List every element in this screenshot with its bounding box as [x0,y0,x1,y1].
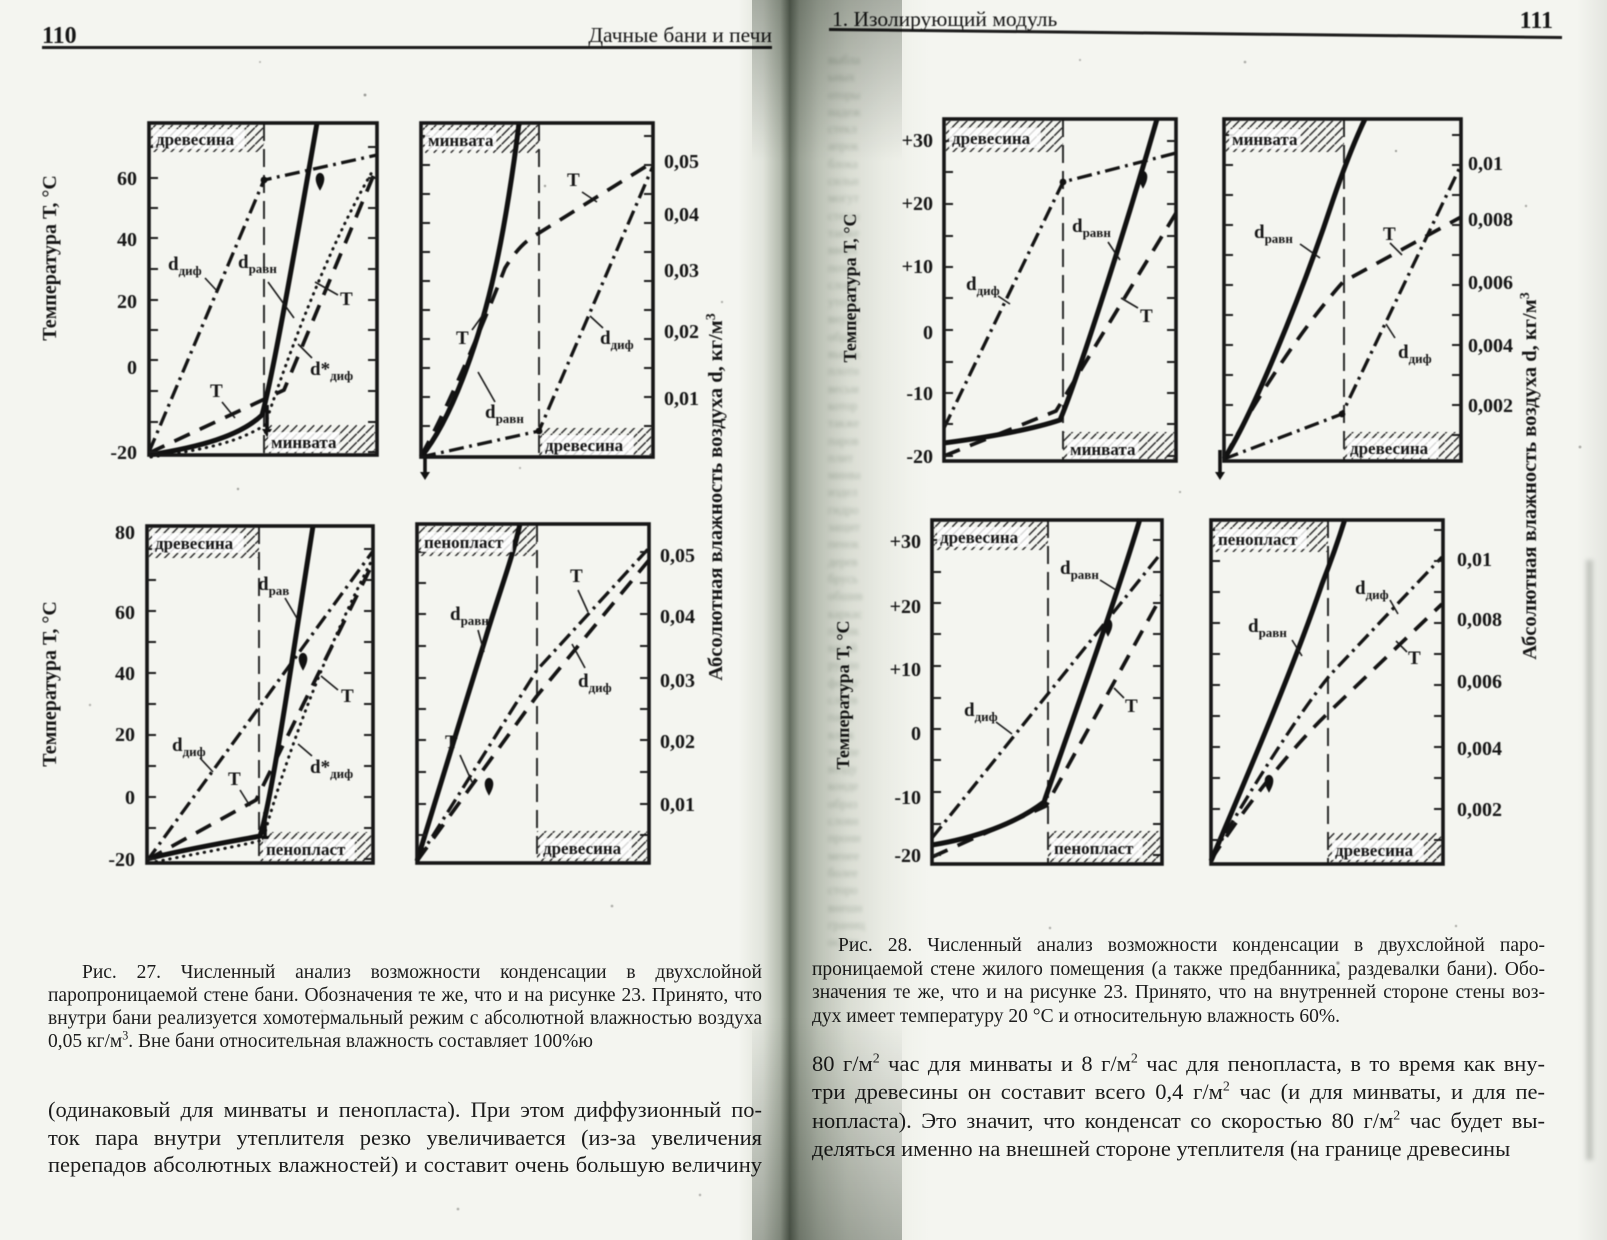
svg-text:древесина: древесина [543,839,622,858]
svg-text:древесина: древесина [1350,439,1429,458]
svg-text:dдиф: dдиф [600,328,634,352]
svg-text:dравн: dравн [450,604,489,628]
svg-text:0,04: 0,04 [664,204,699,226]
svg-text:0,01: 0,01 [660,794,695,816]
svg-text:древесина: древесина [952,129,1031,148]
svg-text:dдиф: dдиф [964,700,998,724]
svg-text:0,02: 0,02 [660,731,695,753]
svg-text:0,004: 0,004 [1457,738,1502,760]
svg-text:пенопласт: пенопласт [1054,839,1134,858]
svg-text:dдиф: dдиф [966,274,1000,298]
svg-text:Т: Т [341,686,354,707]
svg-text:dрав: dрав [258,574,289,598]
svg-text:Абсолютная влажность воздуха d: Абсолютная влажность воздуха d, кг/м3 [1518,292,1541,659]
svg-text:0,01: 0,01 [664,388,699,410]
svg-text:dравн: dравн [1060,558,1099,582]
svg-text:древесина: древесина [1335,841,1414,860]
svg-text:dдиф: dдиф [1355,578,1389,602]
svg-text:80: 80 [115,522,135,544]
svg-text:Т: Т [1408,648,1421,669]
svg-text:-20: -20 [108,849,135,871]
svg-text:60: 60 [115,602,135,624]
svg-text:d*диф: d*диф [310,359,353,383]
svg-text:0,006: 0,006 [1457,671,1502,693]
svg-text:0: 0 [125,787,135,809]
svg-text:пенопласт: пенопласт [266,840,346,859]
svg-text:Температура Т, °С: Температура Т, °С [39,601,61,767]
svg-text:dдиф: dдиф [168,254,202,278]
svg-text:Т: Т [1383,224,1396,245]
svg-text:-20: -20 [110,442,137,464]
svg-text:Абсолютная влажность воздуха d: Абсолютная влажность воздуха d, кг/м3 [704,313,727,680]
svg-text:минвата: минвата [1070,440,1136,459]
svg-text:Т: Т [228,769,241,790]
svg-text:Т: Т [1125,696,1138,717]
svg-text:минвата: минвата [271,433,337,452]
svg-text:Т: Т [570,566,583,587]
svg-text:0,03: 0,03 [660,670,695,692]
svg-text:dравн: dравн [1254,222,1293,246]
svg-text:111: 111 [1520,8,1553,34]
svg-text:110: 110 [42,23,77,49]
svg-text:Температура Т, °С: Температура Т, °С [39,175,61,341]
svg-text:древесина: древесина [155,534,234,553]
svg-text:древесина: древесина [156,130,235,149]
svg-text:dравн: dравн [485,402,524,426]
svg-text:Т: Т [567,170,580,191]
svg-text:древесина: древесина [545,436,624,455]
svg-text:dравн: dравн [238,252,277,276]
svg-text:0,002: 0,002 [1468,395,1513,417]
svg-text:0,006: 0,006 [1468,272,1513,294]
svg-text:60: 60 [117,168,137,190]
svg-text:d*диф: d*диф [310,757,353,781]
svg-text:0,008: 0,008 [1468,209,1513,231]
svg-text:0,04: 0,04 [660,606,695,628]
svg-text:0: 0 [127,357,137,379]
svg-text:0,03: 0,03 [664,260,699,282]
svg-text:Т: Т [210,381,223,402]
svg-text:20: 20 [115,724,135,746]
svg-text:dдиф: dдиф [578,671,612,695]
svg-text:0,008: 0,008 [1457,609,1502,631]
svg-text:Т: Т [340,289,353,310]
svg-text:0,01: 0,01 [1468,153,1503,175]
svg-text:0,004: 0,004 [1468,335,1513,357]
svg-text:0,05: 0,05 [660,545,695,567]
svg-text:Т: Т [456,328,469,349]
svg-text:пенопласт: пенопласт [424,533,504,552]
svg-text:минвата: минвата [1232,130,1298,149]
svg-text:20: 20 [117,291,137,313]
svg-text:Т: Т [445,732,458,753]
svg-text:пенопласт: пенопласт [1218,530,1298,549]
svg-text:40: 40 [117,229,137,251]
svg-text:0,002: 0,002 [1457,799,1502,821]
svg-text:0,05: 0,05 [664,151,699,173]
svg-text:древесина: древесина [940,528,1019,547]
svg-text:минвата: минвата [428,131,494,150]
svg-text:Т: Т [1140,306,1153,327]
svg-text:dравн: dравн [1248,616,1287,640]
svg-text:0,02: 0,02 [664,321,699,343]
svg-text:40: 40 [115,663,135,685]
svg-text:0,01: 0,01 [1457,549,1492,571]
svg-text:dдиф: dдиф [172,735,206,759]
svg-text:dравн: dравн [1072,216,1111,240]
svg-text:dдиф: dдиф [1398,342,1432,366]
